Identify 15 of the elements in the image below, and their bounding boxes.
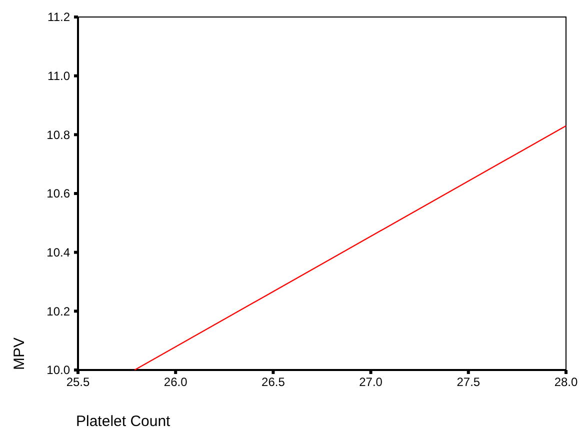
x-tick-label: 26.5 — [262, 375, 286, 389]
x-tick-label: 26.0 — [164, 375, 188, 389]
y-axis-title: MPV — [11, 337, 28, 370]
x-tick-label: 27.5 — [456, 375, 480, 389]
y-tick-label: 10.2 — [46, 304, 70, 318]
x-tick-label: 28.0 — [554, 375, 578, 389]
y-tick-label: 10.6 — [46, 186, 70, 201]
y-tick-label: 11.0 — [48, 69, 70, 84]
y-tick-label: 10.0 — [46, 363, 70, 378]
y-tick-label: 10.4 — [46, 246, 70, 260]
x-tick-label: 27.0 — [359, 375, 383, 389]
x-axis-title: Platelet Count — [76, 413, 172, 430]
x-tick-label: 25.5 — [66, 375, 90, 389]
y-tick-label: 11.2 — [48, 10, 70, 24]
y-tick-label: 10.8 — [46, 128, 70, 142]
